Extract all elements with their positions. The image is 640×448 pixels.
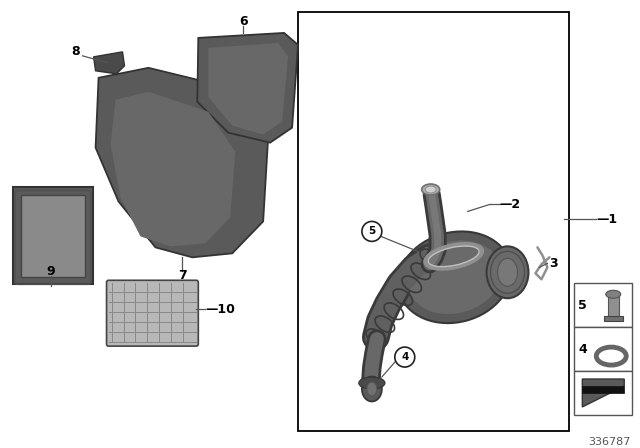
Polygon shape xyxy=(111,92,236,246)
Text: —1: —1 xyxy=(596,213,618,226)
Text: —10: —10 xyxy=(205,303,235,316)
Text: 7: 7 xyxy=(178,269,187,282)
Bar xyxy=(574,371,632,415)
Text: —2: —2 xyxy=(500,198,521,211)
Text: 5: 5 xyxy=(579,299,587,312)
Ellipse shape xyxy=(491,251,524,293)
Bar xyxy=(298,12,570,431)
Ellipse shape xyxy=(408,241,501,314)
Bar xyxy=(582,386,624,393)
Ellipse shape xyxy=(362,376,382,401)
Bar xyxy=(574,327,632,371)
Ellipse shape xyxy=(425,186,436,193)
Text: 5: 5 xyxy=(368,226,376,237)
Text: 4: 4 xyxy=(579,343,587,356)
Text: 3: 3 xyxy=(549,257,558,270)
Polygon shape xyxy=(582,379,624,407)
Polygon shape xyxy=(197,33,298,142)
Ellipse shape xyxy=(497,258,518,286)
Circle shape xyxy=(362,221,382,241)
Ellipse shape xyxy=(606,290,621,298)
Bar xyxy=(604,316,623,321)
Ellipse shape xyxy=(422,184,440,195)
Text: 4: 4 xyxy=(401,352,408,362)
Text: 9: 9 xyxy=(46,265,55,278)
Polygon shape xyxy=(93,52,125,74)
Circle shape xyxy=(395,347,415,367)
Text: 336787: 336787 xyxy=(588,437,630,447)
Text: 6: 6 xyxy=(239,15,248,28)
Polygon shape xyxy=(208,43,288,135)
Ellipse shape xyxy=(486,246,529,298)
Ellipse shape xyxy=(359,377,385,389)
FancyBboxPatch shape xyxy=(106,280,198,346)
Text: 8: 8 xyxy=(71,45,80,58)
Polygon shape xyxy=(95,68,268,257)
Bar xyxy=(13,186,93,284)
Bar xyxy=(574,283,632,327)
Bar xyxy=(20,195,84,277)
Bar xyxy=(608,292,620,317)
Ellipse shape xyxy=(398,232,511,323)
Ellipse shape xyxy=(367,382,377,396)
